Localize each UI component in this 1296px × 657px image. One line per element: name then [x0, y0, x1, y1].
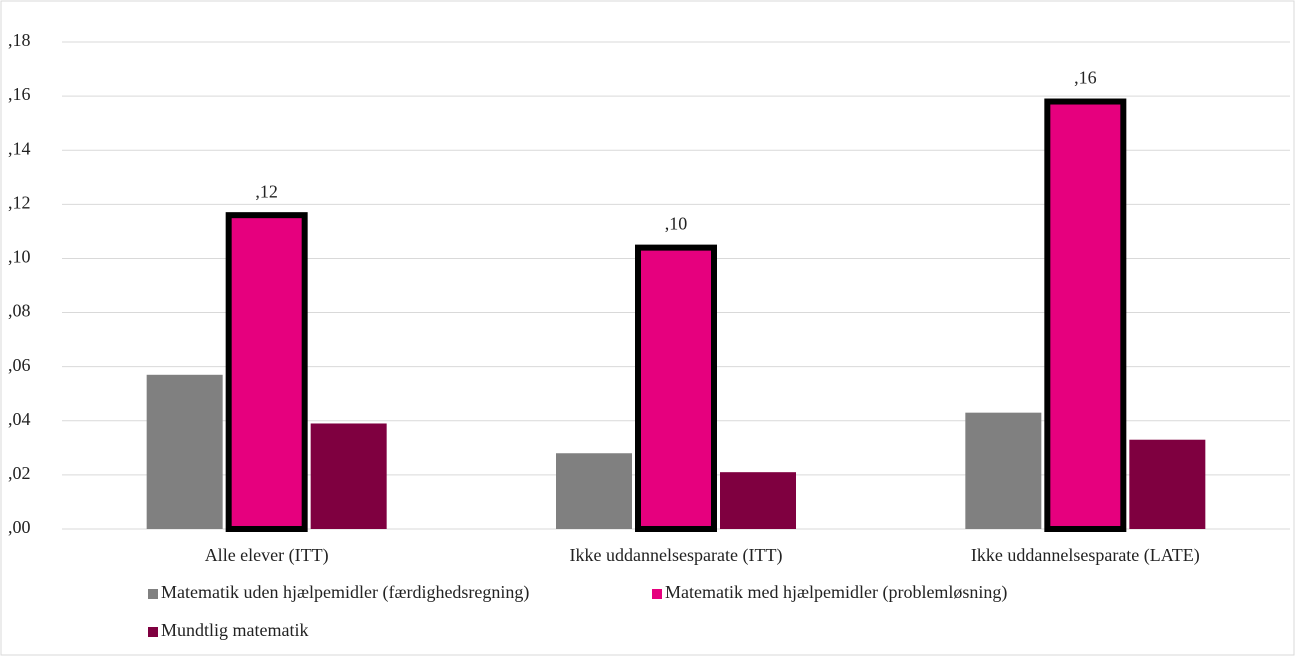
legend-swatch [148, 627, 158, 637]
legend-label: Mundtlig matematik [161, 620, 308, 640]
x-tick-label: Ikke uddannelsesparate (LATE) [971, 545, 1200, 566]
bar [1044, 98, 1127, 533]
y-tick-label: ,14 [8, 138, 31, 158]
bar [635, 244, 717, 532]
bar [1129, 439, 1206, 529]
x-tick-label: Alle elever (ITT) [205, 545, 329, 566]
y-tick-label: ,00 [8, 517, 31, 537]
bar [965, 412, 1042, 529]
data-label: ,10 [665, 214, 688, 234]
y-tick-label: ,16 [8, 84, 31, 104]
y-tick-label: ,18 [8, 30, 31, 50]
y-tick-label: ,04 [8, 409, 31, 429]
y-tick-label: ,12 [8, 192, 31, 212]
y-tick-label: ,06 [8, 355, 31, 375]
y-tick-label: ,10 [8, 247, 31, 267]
legend-swatch [148, 589, 158, 599]
data-label: ,16 [1074, 68, 1097, 88]
legend-label: Matematik med hjælpemidler (problemløsni… [665, 582, 1007, 603]
bar [225, 212, 308, 532]
y-tick-label: ,02 [8, 463, 31, 483]
y-tick-label: ,08 [8, 301, 31, 321]
legend-label: Matematik uden hjælpemidler (færdighedsr… [161, 582, 529, 603]
bar [556, 453, 632, 529]
x-tick-label: Ikke uddannelsesparate (ITT) [570, 545, 783, 566]
legend-swatch [652, 589, 662, 599]
bar [310, 423, 387, 529]
bar [146, 374, 223, 529]
data-label: ,12 [255, 181, 278, 201]
bar [720, 472, 796, 529]
